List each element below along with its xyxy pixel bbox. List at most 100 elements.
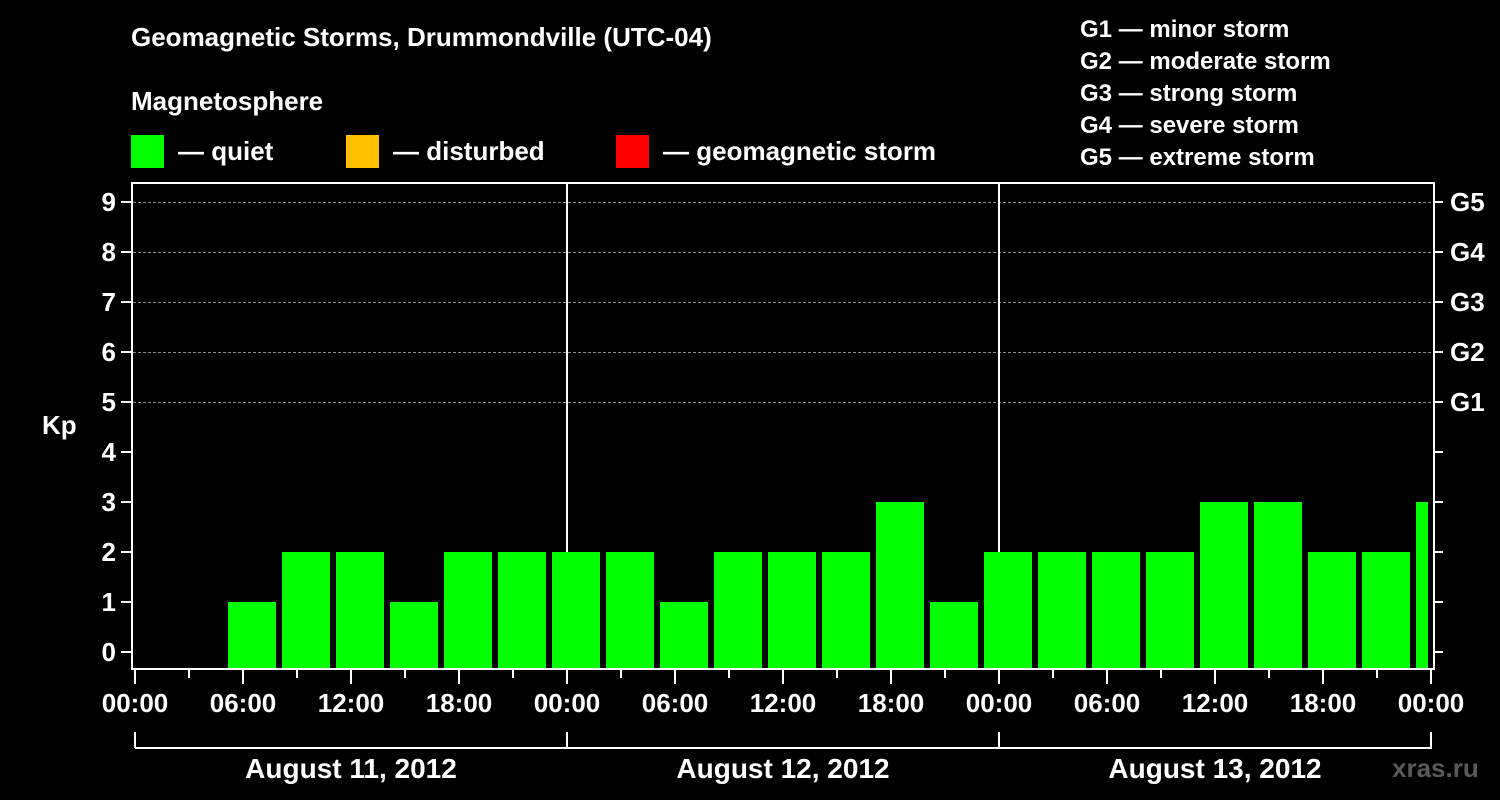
kp-bar — [930, 602, 978, 668]
kp-bar — [606, 552, 654, 668]
y-tick-right — [1433, 601, 1443, 603]
kp-bar — [1362, 552, 1410, 668]
legend-disturbed: — disturbed — [346, 134, 545, 168]
x-tick — [458, 670, 460, 684]
date-bracket-tick — [1430, 732, 1432, 748]
x-tick-label: 06:00 — [1073, 688, 1141, 718]
x-tick — [1430, 670, 1432, 684]
gridline — [133, 252, 1431, 253]
storm-scale-g5: G5 — extreme storm — [1080, 144, 1315, 171]
kp-bar — [1308, 552, 1356, 668]
x-tick-label: 18:00 — [425, 688, 493, 718]
x-tick — [1376, 670, 1378, 678]
x-tick-label: 00:00 — [533, 688, 601, 718]
kp-bar — [984, 552, 1032, 668]
y-tick-right — [1433, 651, 1443, 653]
date-bracket-line — [135, 747, 1432, 749]
gridline — [133, 302, 1431, 303]
y-tick-right — [1433, 351, 1443, 353]
quiet-swatch — [131, 134, 164, 168]
y-tick — [121, 601, 131, 603]
x-tick-label: 00:00 — [965, 688, 1033, 718]
y-tick-label: 3 — [101, 487, 116, 517]
x-tick — [674, 670, 676, 684]
x-tick-label: 12:00 — [749, 688, 817, 718]
y-tick — [121, 301, 131, 303]
storm-scale-g4: G4 — severe storm — [1080, 112, 1299, 139]
g-scale-label: G4 — [1450, 237, 1485, 267]
y-tick — [121, 251, 131, 253]
x-tick — [566, 670, 568, 684]
legend-storm-label: — geomagnetic storm — [663, 135, 937, 166]
y-axis-label: Kp — [42, 410, 77, 440]
x-tick — [620, 670, 622, 678]
x-tick-label: 00:00 — [101, 688, 169, 718]
y-tick — [121, 451, 131, 453]
plot-area — [131, 182, 1435, 670]
y-tick-label: 5 — [101, 387, 116, 417]
x-tick-label: 06:00 — [641, 688, 709, 718]
storm-scale-legend: G1 — minor storm G2 — moderate storm G3 … — [1080, 14, 1331, 174]
kp-bar — [822, 552, 870, 668]
x-tick — [944, 670, 946, 678]
y-tick-right — [1433, 451, 1443, 453]
date-bracket-tick — [566, 732, 568, 748]
x-tick — [728, 670, 730, 678]
kp-bar — [552, 552, 600, 668]
legend-disturbed-label: — disturbed — [393, 135, 545, 166]
gridline — [133, 202, 1431, 203]
x-tick — [350, 670, 352, 684]
y-tick — [121, 551, 131, 553]
kp-bar — [1416, 502, 1428, 668]
g-scale-label: G1 — [1450, 387, 1485, 417]
x-tick-label: 00:00 — [1397, 688, 1465, 718]
kp-bar — [1038, 552, 1086, 668]
y-tick-label: 9 — [101, 187, 116, 217]
kp-bar — [498, 552, 546, 668]
y-tick — [121, 501, 131, 503]
x-tick — [1160, 670, 1162, 678]
g-scale-label: G2 — [1450, 337, 1485, 367]
y-tick-label: 8 — [101, 237, 116, 267]
watermark: xras.ru — [1392, 753, 1479, 783]
kp-bar — [1092, 552, 1140, 668]
y-tick-label: 6 — [101, 337, 116, 367]
y-tick-label: 2 — [101, 537, 116, 567]
x-tick — [1268, 670, 1270, 678]
storm-scale-g2: G2 — moderate storm — [1080, 48, 1331, 75]
x-tick — [296, 670, 298, 678]
y-tick-right — [1433, 301, 1443, 303]
x-tick-label: 18:00 — [857, 688, 925, 718]
kp-bar — [336, 552, 384, 668]
x-tick — [890, 670, 892, 684]
kp-bar — [714, 552, 762, 668]
y-tick-label: 0 — [101, 637, 116, 667]
storm-swatch — [616, 134, 649, 168]
kp-bar — [1146, 552, 1194, 668]
date-label: August 11, 2012 — [245, 753, 457, 784]
y-tick-label: 1 — [101, 587, 116, 617]
legend-quiet-label: — quiet — [178, 135, 274, 166]
legend-storm: — geomagnetic storm — [616, 134, 936, 168]
x-tick — [998, 670, 1000, 684]
y-tick-right — [1433, 551, 1443, 553]
y-tick-right — [1433, 401, 1443, 403]
x-tick — [836, 670, 838, 678]
y-tick-label: 7 — [101, 287, 116, 317]
y-tick-label: 4 — [101, 437, 116, 467]
x-tick-label: 12:00 — [317, 688, 385, 718]
x-tick-label: 18:00 — [1289, 688, 1357, 718]
kp-bar — [768, 552, 816, 668]
x-tick — [1052, 670, 1054, 678]
y-tick-right — [1433, 201, 1443, 203]
kp-bar — [876, 502, 924, 668]
gridline — [133, 402, 1431, 403]
x-tick — [782, 670, 784, 684]
date-label: August 13, 2012 — [1108, 753, 1322, 784]
y-tick — [121, 651, 131, 653]
kp-bar — [444, 552, 492, 668]
y-tick — [121, 351, 131, 353]
g-scale-label: G3 — [1450, 287, 1485, 317]
kp-bar — [1254, 502, 1302, 668]
kp-bar — [228, 602, 276, 668]
